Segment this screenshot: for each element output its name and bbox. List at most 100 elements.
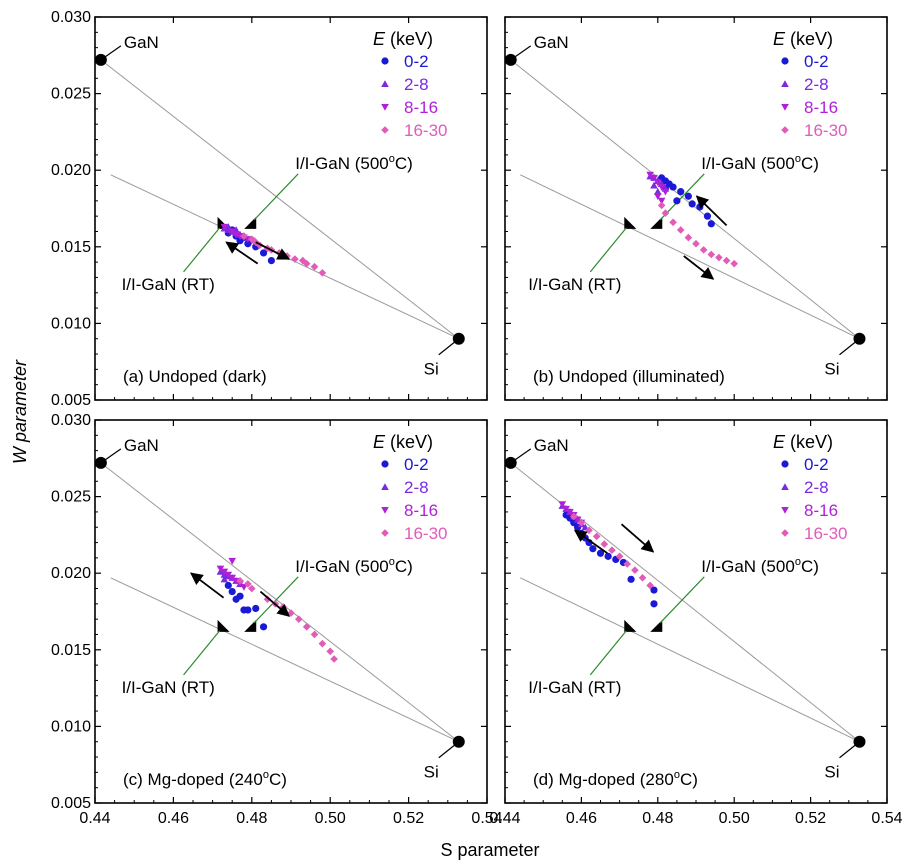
- data-point: [592, 532, 601, 541]
- panel-label: (d) Mg-doped (280oC): [533, 769, 698, 789]
- y-tick-label: 0.025: [51, 489, 91, 506]
- legend-label: 8-16: [404, 501, 438, 520]
- callout-leader: [589, 227, 627, 273]
- y-tick-label: 0.015: [51, 642, 91, 659]
- panels: 0.005 0.010 0.015 0.020 0.025 0.030 GaN Si I/I-G…: [51, 9, 903, 827]
- series-16-30: [569, 512, 654, 590]
- data-point: [310, 630, 319, 639]
- data-point: [627, 575, 635, 583]
- legend-label: 2-8: [404, 75, 429, 94]
- callout-marker: [650, 216, 663, 229]
- legend-label: 2-8: [404, 478, 429, 497]
- reference-label: Si: [824, 360, 839, 379]
- callout-leader: [253, 576, 299, 624]
- x-tick-label: 0.50: [719, 810, 750, 827]
- legend-label: 16-30: [804, 524, 847, 543]
- reference-label: Si: [424, 360, 439, 379]
- x-tick-label: 0.44: [79, 810, 110, 827]
- reference-label: Si: [824, 763, 839, 782]
- legend-marker: [781, 529, 789, 537]
- data-point: [228, 574, 236, 582]
- data-point: [224, 581, 232, 590]
- data-point: [220, 568, 229, 576]
- legend-marker: [781, 506, 789, 514]
- data-point: [650, 174, 658, 182]
- data-point: [236, 592, 244, 600]
- legend-marker: [781, 57, 789, 65]
- callout-label: I/I-GaN (500oC): [701, 153, 819, 173]
- callout-marker: [244, 216, 257, 229]
- y-tick-label: 0.015: [51, 239, 91, 256]
- data-point: [707, 220, 715, 228]
- data-point: [562, 505, 570, 513]
- legend-label: 0-2: [804, 52, 829, 71]
- reference-point-gan: [504, 53, 517, 66]
- data-point: [673, 197, 681, 205]
- legend-marker: [381, 460, 389, 468]
- series-0-2: [562, 511, 658, 608]
- data-point: [730, 259, 738, 268]
- legend-label: 16-30: [404, 524, 447, 543]
- x-tick-label: 0.52: [795, 810, 826, 827]
- reference-label: Si: [424, 763, 439, 782]
- trend-arrow: [259, 590, 290, 617]
- data-point: [302, 623, 311, 631]
- reference-leader: [839, 741, 860, 759]
- data-point: [631, 566, 639, 574]
- data-point: [291, 255, 299, 263]
- data-point: [699, 246, 708, 254]
- data-point: [228, 228, 236, 236]
- data-point: [600, 540, 609, 548]
- data-point: [330, 655, 338, 663]
- data-point: [669, 183, 677, 191]
- series-0-2: [658, 174, 715, 228]
- x-tick-label: 0.46: [158, 810, 189, 827]
- data-point: [263, 595, 272, 604]
- data-point: [596, 549, 605, 557]
- legend-marker: [381, 506, 389, 514]
- x-tick-label: 0.50: [315, 810, 346, 827]
- data-point: [688, 200, 696, 208]
- legend-label: 8-16: [804, 98, 838, 117]
- panel-d: 0.44 0.46 0.48 0.50 0.52 0.54 GaN Si I/I-GaN (50…: [489, 419, 903, 827]
- data-point: [684, 192, 692, 200]
- data-point: [692, 239, 700, 248]
- x-axis-title: S parameter: [440, 840, 539, 860]
- trend-arrow: [255, 241, 291, 260]
- x-tick-label: 0.48: [236, 810, 267, 827]
- y-tick-label: 0.020: [51, 162, 91, 179]
- data-point: [228, 587, 236, 596]
- reference-line: [520, 174, 860, 340]
- data-point: [558, 501, 567, 509]
- reference-leader: [100, 45, 122, 61]
- reference-label: GaN: [124, 436, 159, 455]
- panel-a: 0.005 0.010 0.015 0.020 0.025 0.030 GaN Si I/I-G…: [51, 9, 488, 409]
- y-tick-label: 0.010: [51, 315, 91, 332]
- reference-line: [110, 577, 459, 743]
- data-point: [236, 577, 244, 585]
- panel-label: (c) Mg-doped (240oC): [123, 769, 287, 789]
- data-point: [228, 557, 236, 565]
- data-point: [255, 241, 264, 250]
- data-point: [244, 580, 252, 588]
- data-point: [224, 223, 233, 230]
- panel-label: (a) Undoped (dark): [123, 367, 267, 386]
- callout-label: I/I-GaN (RT): [528, 275, 621, 294]
- callout-label: I/I-GaN (500oC): [295, 556, 413, 576]
- callout-leader: [253, 173, 299, 221]
- data-point: [661, 188, 670, 196]
- legend-title: E (keV): [373, 432, 433, 452]
- legend-label: 2-8: [804, 75, 829, 94]
- data-point: [216, 565, 225, 573]
- reference-leader: [510, 448, 532, 464]
- data-point: [287, 609, 295, 617]
- data-point: [677, 188, 685, 196]
- data-point: [650, 600, 658, 608]
- data-point: [318, 639, 327, 648]
- callout-label: I/I-GaN (500oC): [295, 153, 413, 173]
- callout-label: I/I-GaN (RT): [528, 678, 621, 697]
- callout-marker: [217, 619, 230, 632]
- callout-label: I/I-GaN (RT): [122, 275, 215, 294]
- data-point: [654, 187, 662, 195]
